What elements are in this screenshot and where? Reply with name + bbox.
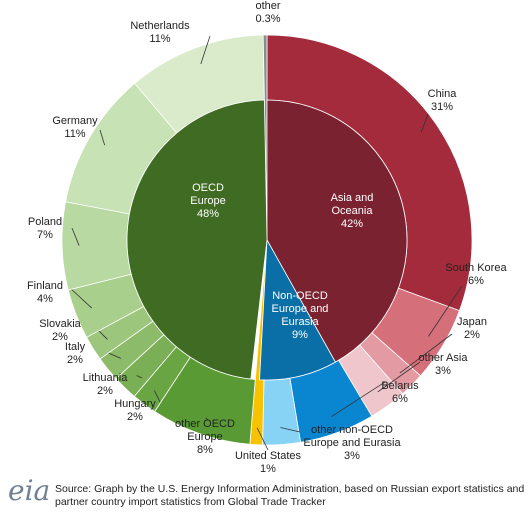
data-label: other non-OECD Europe and Eurasia 3%: [292, 424, 412, 463]
leader-line: [205, 417, 209, 421]
label-value: 2%: [52, 331, 68, 343]
data-label: Lithuania 2%: [70, 372, 140, 398]
label-name: Poland: [27, 216, 63, 228]
data-label: China 31%: [412, 88, 472, 114]
leader-line: [428, 285, 463, 337]
label-name: Non-OECD Europe and Eurasia: [271, 290, 329, 328]
data-label: Belarus 6%: [370, 380, 430, 406]
label-name: other OECD Europe: [175, 418, 235, 443]
data-label: South Korea 6%: [436, 262, 516, 288]
label-value: 2%: [464, 329, 480, 341]
label-value: 11%: [64, 128, 86, 140]
data-label: other OECD Europe 8%: [170, 418, 240, 457]
data-label: Slovakia 2%: [30, 318, 90, 344]
leader-line: [69, 287, 93, 309]
label-name: other non-OECD Europe and Eurasia: [303, 424, 401, 449]
leader-line: [200, 35, 211, 65]
leader-line: [71, 227, 80, 246]
label-name: other: [255, 0, 281, 12]
label-name: Japan: [457, 316, 487, 328]
label-value: 2%: [127, 411, 143, 423]
data-label: United States 1%: [218, 450, 318, 476]
pie-slice: [61, 201, 132, 291]
pie-slice: [266, 99, 408, 363]
label-name: United States: [234, 450, 302, 462]
label-value: 0.3%: [255, 13, 281, 25]
leader-line: [256, 427, 269, 451]
label-name: Belarus: [381, 380, 419, 392]
label-value: 8%: [197, 444, 213, 456]
data-label: other Asia 3%: [408, 352, 478, 378]
pie-slice: [126, 99, 268, 380]
leader-line: [377, 361, 421, 393]
label-name: Finland: [26, 280, 64, 292]
label-value: 48%: [196, 208, 220, 220]
leader-line: [154, 390, 161, 403]
leader-line: [280, 427, 301, 433]
data-label: Poland 7%: [20, 216, 70, 242]
label-name: Germany: [52, 115, 98, 127]
data-label: Netherlands 11%: [120, 20, 200, 46]
label-name: Netherlands: [130, 20, 190, 32]
label-name: Italy: [64, 341, 86, 353]
data-label: other 0.3%: [243, 0, 293, 26]
data-label: Non-OECD Europe and Eurasia 9%: [260, 290, 340, 342]
label-value: 6%: [392, 393, 408, 405]
label-name: Asia and Oceania: [330, 192, 374, 217]
label-value: 7%: [37, 229, 53, 241]
data-label: Finland 4%: [20, 280, 70, 306]
label-name: other Asia: [418, 352, 468, 364]
label-value: 4%: [37, 293, 53, 305]
data-label: Germany 11%: [40, 115, 110, 141]
label-value: 1%: [260, 463, 276, 475]
label-name: Slovakia: [39, 318, 81, 330]
data-label: Japan 2%: [442, 316, 502, 342]
label-name: China: [427, 88, 457, 100]
leader-line: [136, 375, 143, 379]
label-value: 42%: [340, 218, 364, 230]
data-label: Asia and Oceania 42%: [312, 192, 392, 231]
label-value: 2%: [67, 354, 83, 366]
data-label: Italy 2%: [55, 341, 95, 367]
leader-line: [399, 333, 453, 374]
label-value: 11%: [149, 33, 171, 45]
label-value: 31%: [430, 101, 454, 113]
pie-slice: [259, 238, 336, 381]
label-name: South Korea: [445, 262, 507, 274]
label-value: 6%: [468, 275, 484, 287]
label-value: 2%: [97, 385, 113, 397]
label-name: Lithuania: [82, 372, 128, 384]
label-value: 9%: [292, 329, 308, 341]
label-name: OECD Europe: [190, 182, 226, 207]
label-value: 3%: [344, 450, 360, 462]
logo: eia: [8, 474, 51, 507]
leader-line: [99, 129, 106, 146]
data-label: Hungary 2%: [105, 398, 165, 424]
label-value: 3%: [435, 365, 451, 377]
label-name: Hungary: [114, 398, 156, 410]
data-label: OECD Europe 48%: [173, 182, 243, 221]
leader-line: [420, 113, 429, 133]
leader-line: [331, 381, 386, 417]
source-note: Source: Graph by the U.S. Energy Informa…: [55, 483, 525, 508]
